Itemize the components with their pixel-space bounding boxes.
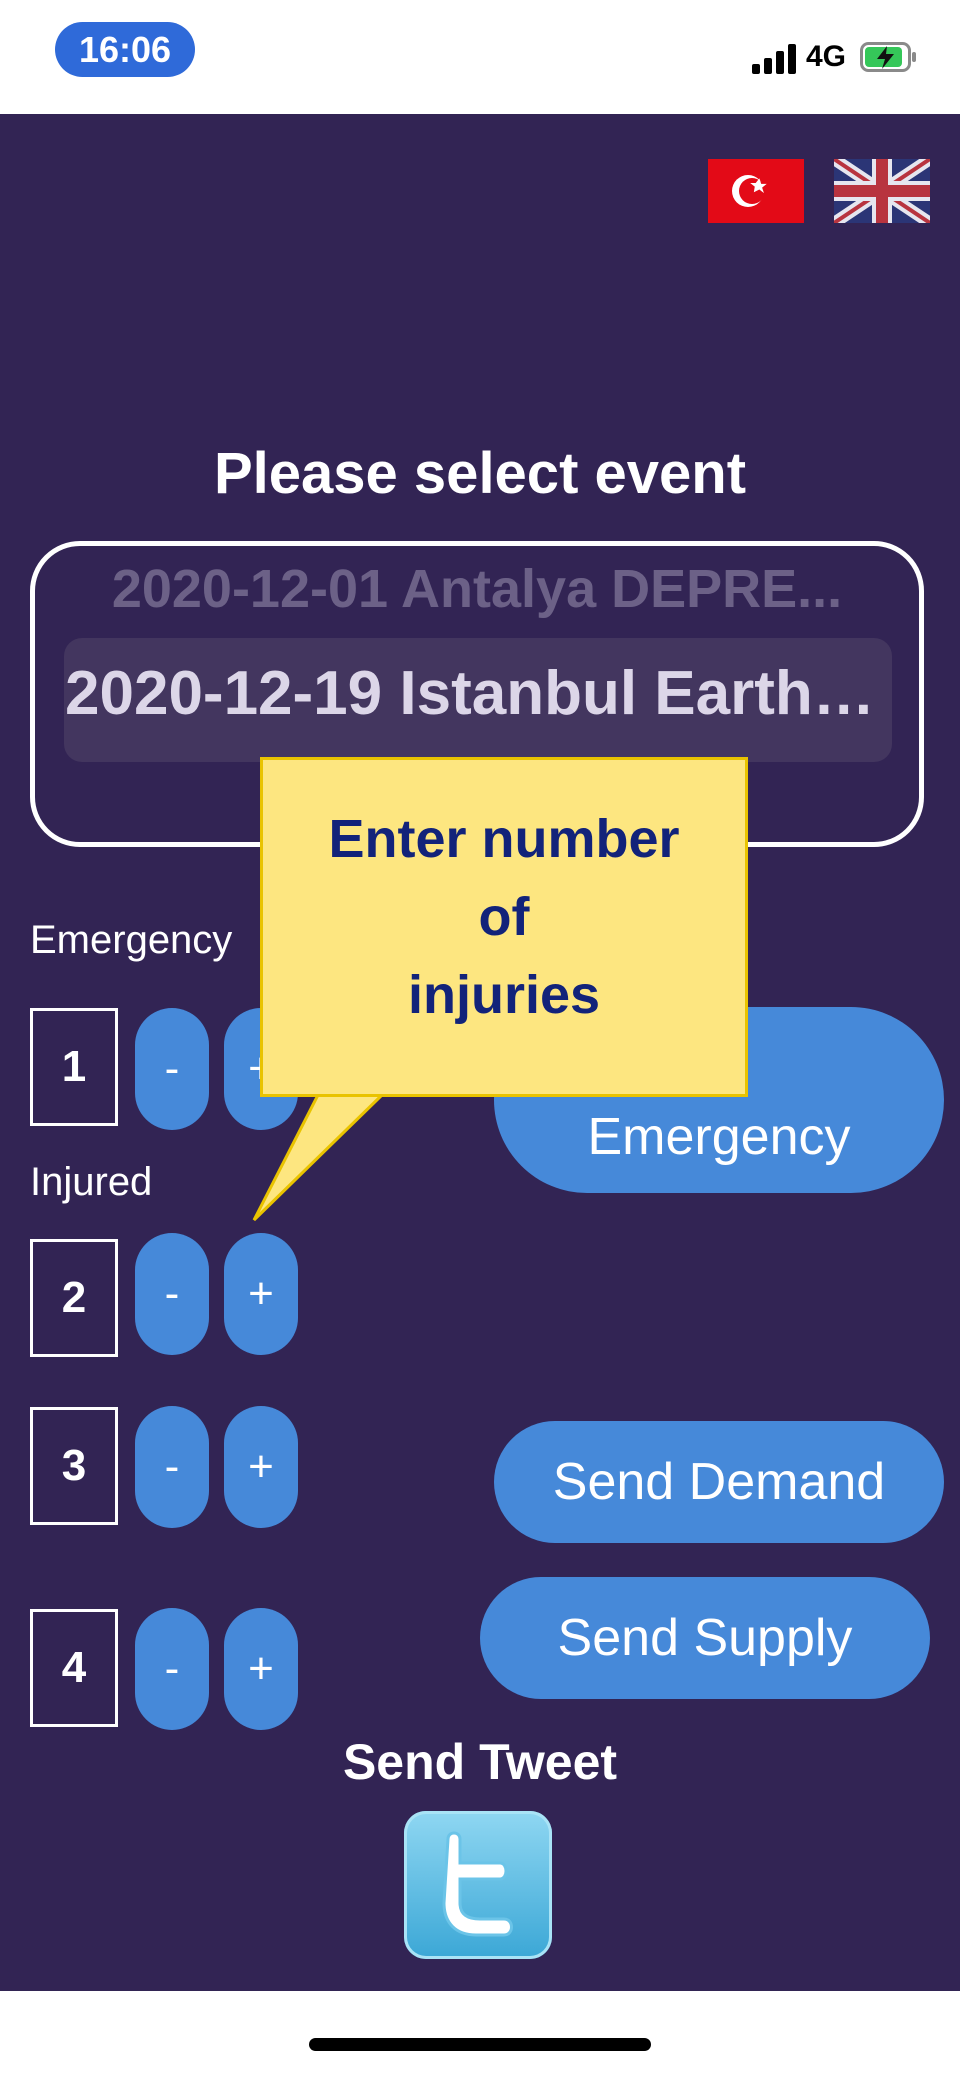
supply-minus-button[interactable]: - [135,1608,209,1730]
clock: 16:06 [55,22,195,77]
tooltip-line-1: Enter number [328,809,680,869]
event-picker[interactable]: 2020-12-01 Antalya DEPRE... 2020-12-19 I… [30,541,924,847]
tooltip-box [260,757,748,1097]
supply-count: 4 [30,1609,118,1727]
send-emergency-label-bottom: Emergency [587,1108,851,1166]
page-title: Please select event [213,441,747,506]
send-demand-button[interactable]: Send Demand [494,1421,944,1543]
supply-plus-button[interactable]: + [224,1608,298,1730]
emergency-count: 1 [30,1008,118,1126]
status-bar: 16:06 4G [0,0,960,114]
injured-count: 2 [30,1239,118,1357]
cellular-signal-icon [752,44,798,74]
send-tweet-label: Send Tweet [342,1734,618,1790]
tooltip-line-3: injuries [407,965,601,1025]
turkish-flag-button[interactable] [708,159,804,223]
twitter-button[interactable] [404,1811,552,1959]
network-type: 4G [806,40,847,73]
uk-flag-icon [834,159,930,223]
emergency-minus-button[interactable]: - [135,1008,209,1130]
tooltip-line-2: of [478,887,530,947]
picker-selection-highlight [64,638,892,762]
tooltip-message: Enter number of injuries [262,800,746,1034]
picker-option-selected[interactable]: 2020-12-19 Istanbul EarthQ... [65,659,913,728]
injured-minus-button[interactable]: - [135,1233,209,1355]
injured-plus-button[interactable]: + [224,1233,298,1355]
turkey-flag-icon [732,175,767,207]
emergency-label: Emergency [30,918,233,962]
demand-plus-button[interactable]: + [224,1406,298,1528]
english-flag-button[interactable] [834,159,930,223]
battery-charging-icon [860,42,916,72]
demand-count: 3 [30,1407,118,1525]
picker-option-previous[interactable]: 2020-12-01 Antalya DEPRE... [111,559,843,619]
twitter-bird-icon [442,1831,513,1937]
demand-minus-button[interactable]: - [135,1406,209,1528]
send-supply-button[interactable]: Send Supply [480,1577,930,1699]
home-area [0,1991,960,2079]
injured-label: Injured [30,1160,153,1204]
home-indicator[interactable] [309,2038,651,2051]
